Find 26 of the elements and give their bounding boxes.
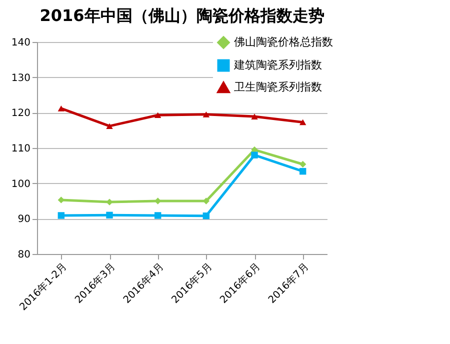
y-tick-label: 140 [11,38,30,48]
legend-label: 建筑陶瓷系列指数 [233,58,322,72]
point [106,198,113,206]
y-tick-label: 130 [11,72,30,84]
y-tick-label: 90 [18,214,30,226]
y-tick-label: 110 [11,144,30,154]
point [58,106,65,112]
point [58,212,65,219]
point [299,168,306,175]
point [154,112,162,118]
point [106,123,113,129]
point [251,152,258,158]
point [106,212,113,218]
point [251,114,258,120]
y-tick-label: 100 [11,178,30,190]
point [202,112,210,118]
point [299,119,306,126]
point [202,212,210,220]
y-tick-label: 120 [11,108,30,120]
y-tick-label: 80 [18,250,30,260]
point [154,212,162,219]
chart-title: 2016年中国（佛山）陶瓷价格指数走势 [40,6,324,25]
legend-label: 卫生陶瓷系列指数 [234,80,322,94]
legend-label: 佛山陶瓷价格总指数 [234,36,333,48]
point [202,198,210,204]
point [299,160,306,168]
